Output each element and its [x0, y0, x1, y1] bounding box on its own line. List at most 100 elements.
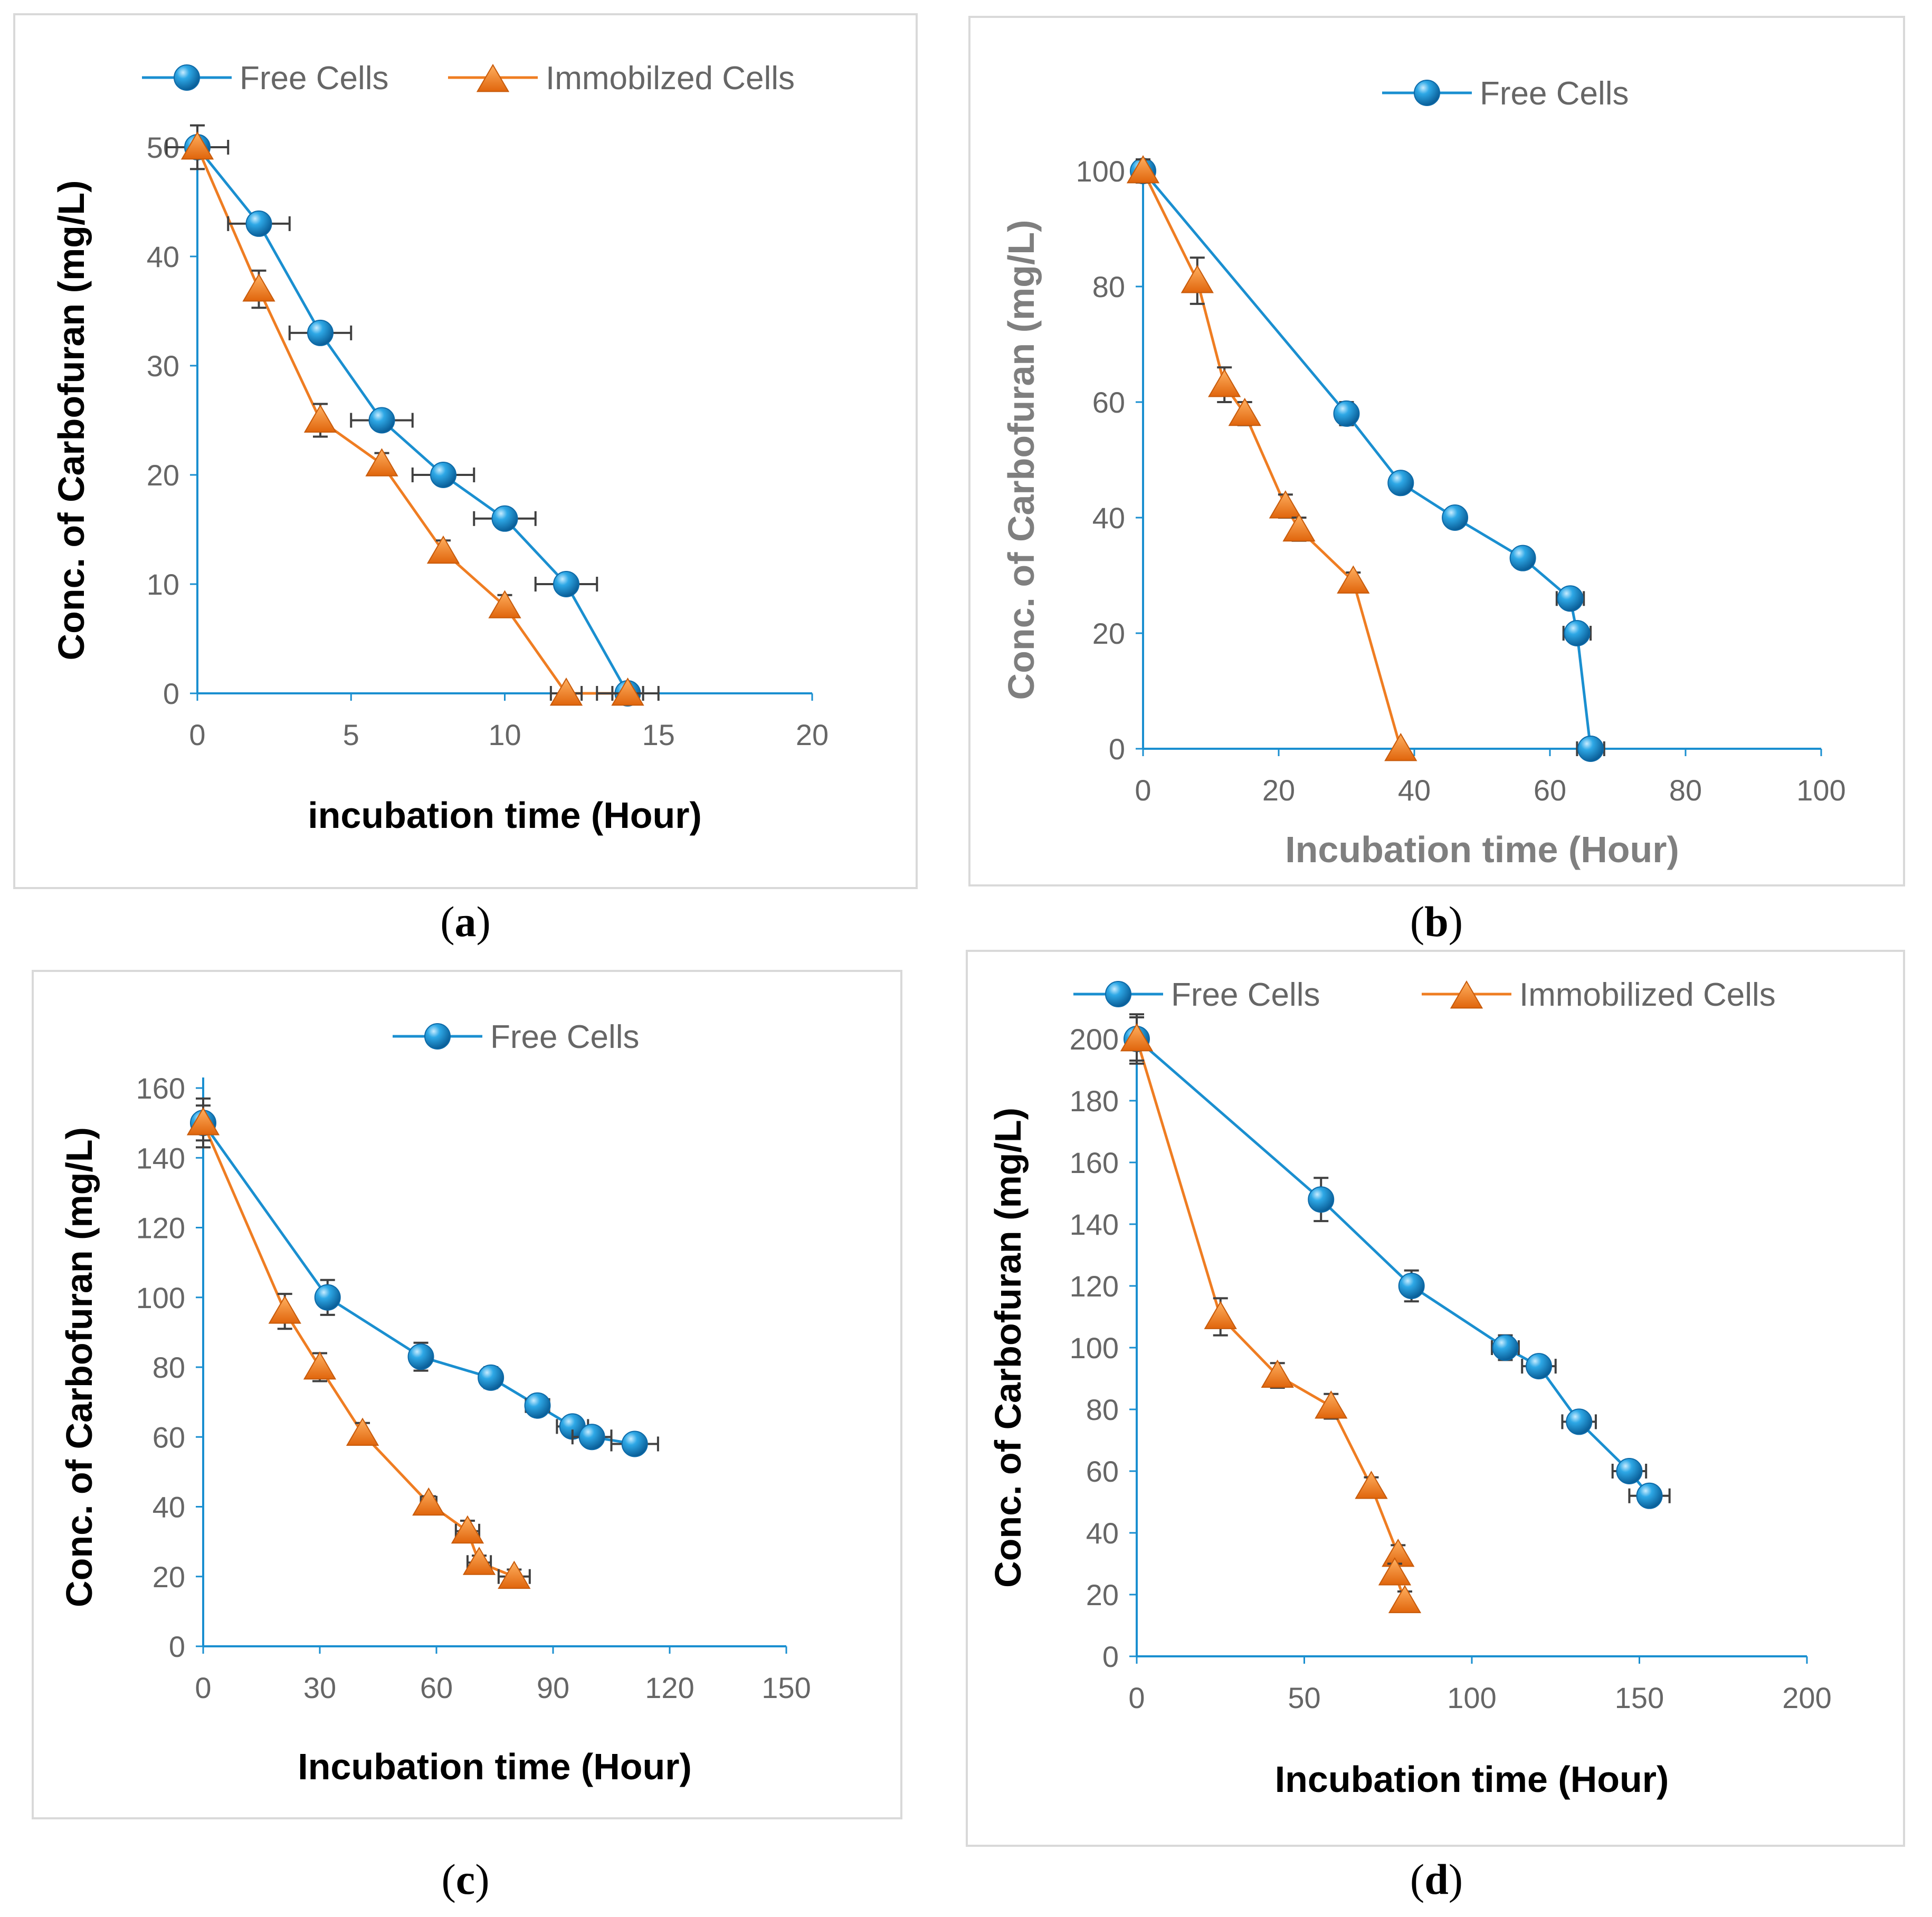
data-point-immobilized-cells	[498, 1560, 531, 1589]
x-tick-label: 200	[1782, 1681, 1831, 1714]
data-point-free-cells	[1636, 1482, 1663, 1509]
y-axis-title: Conc. of Carbofuran (mg/L)	[987, 1108, 1029, 1588]
legend-marker-free-cells	[1105, 981, 1131, 1007]
y-axis-title: Conc. of Carbofuran (mg/L)	[59, 1127, 100, 1607]
panel-c: 0 30 60 90 120 150 0 20 40 60 80 100 120 140 160 Incuba…	[32, 970, 902, 1819]
y-tick-label: 140	[1070, 1208, 1119, 1241]
data-point-immobilized-cells	[412, 1487, 445, 1516]
y-tick-label: 120	[136, 1212, 185, 1245]
caption-d: (d)	[1410, 1855, 1463, 1903]
y-tick-label: 60	[1086, 1455, 1119, 1488]
data-point-immobilized-cells	[488, 590, 521, 618]
y-tick-label: 80	[1092, 270, 1125, 303]
panel-a: 0 5 10 15 20 0 10 20 30 40 50 incubation time (Hour…	[13, 13, 918, 889]
y-tick-label: 20	[1092, 617, 1125, 650]
legend-marker-free-cells	[174, 64, 200, 91]
data-point-immobilized-cells	[268, 1295, 301, 1324]
y-tick-label: 0	[163, 677, 179, 710]
x-tick-label: 50	[1288, 1681, 1320, 1714]
data-point-immobilized-cells	[549, 678, 583, 706]
series-free-cells	[1142, 170, 1592, 749]
data-point-immobilized-cells	[1228, 397, 1261, 426]
data-point-immobilized-cells	[303, 1351, 337, 1380]
series-free-cells	[202, 1122, 635, 1445]
data-point-free-cells	[307, 319, 334, 346]
axes: 0 30 60 90 120 150 0 20 40 60 80 100 120 140 160	[136, 1072, 811, 1704]
legend-label: Immobilzed Cells	[546, 60, 795, 97]
data-point-free-cells	[1387, 470, 1414, 497]
y-tick-label: 0	[1102, 1640, 1119, 1673]
data-point-immobilized-cells	[1261, 1359, 1294, 1388]
data-point-immobilized-cells	[346, 1417, 379, 1446]
data-point-immobilized-cells	[1315, 1390, 1348, 1419]
x-tick-label: 120	[645, 1671, 694, 1704]
data-point-free-cells	[1398, 1273, 1425, 1299]
y-tick-label: 40	[1092, 501, 1125, 535]
legend-label: Free Cells	[490, 1019, 640, 1055]
data-point-immobilized-cells	[1282, 513, 1316, 542]
chart-c: 0 30 60 90 120 150 0 20 40 60 80 100 120 140 160 Incuba…	[59, 1019, 811, 1787]
data-point-free-cells	[491, 505, 518, 532]
series-line	[1142, 170, 1592, 749]
y-tick-label: 60	[153, 1420, 185, 1454]
data-point-free-cells	[1577, 736, 1604, 762]
data-point-immobilized-cells	[426, 535, 460, 564]
legend-marker-immobilized-cells	[476, 64, 510, 92]
markers-immobilized-cells	[1126, 155, 1417, 761]
data-point-immobilized-cells	[1384, 733, 1417, 761]
x-tick-label: 10	[488, 718, 521, 751]
data-point-immobilized-cells	[1181, 265, 1214, 293]
series-line	[1141, 170, 1402, 749]
data-point-immobilized-cells	[180, 131, 214, 160]
legend-label: Free Cells	[240, 60, 389, 97]
y-tick-label: 160	[136, 1072, 185, 1105]
y-tick-label: 20	[147, 459, 179, 492]
y-axis-title: Conc. of Carbofuran (mg/L)	[51, 180, 92, 661]
data-point-immobilized-cells	[242, 273, 275, 302]
series-line	[196, 146, 629, 694]
series-immobilized-cells	[1141, 170, 1402, 749]
x-tick-label: 0	[195, 1671, 211, 1704]
data-point-free-cells	[1492, 1334, 1519, 1361]
series-free-cells	[196, 146, 629, 694]
y-tick-label: 80	[153, 1351, 185, 1384]
markers-free-cells	[190, 1097, 659, 1457]
series-immobilized-cells	[196, 147, 628, 695]
data-point-immobilized-cells	[186, 1107, 220, 1136]
x-tick-label: 150	[1615, 1681, 1664, 1714]
y-tick-label: 100	[1076, 155, 1125, 188]
y-tick-label: 10	[147, 568, 179, 601]
x-tick-label: 0	[189, 718, 205, 751]
caption-a: (a)	[440, 898, 491, 946]
y-tick-label: 80	[1086, 1393, 1119, 1426]
x-tick-label: 100	[1447, 1681, 1496, 1714]
data-point-free-cells	[430, 462, 456, 488]
data-point-free-cells	[1509, 545, 1536, 571]
y-tick-label: 120	[1070, 1270, 1119, 1303]
legend-marker-free-cells	[1414, 80, 1440, 106]
markers-immobilized-cells	[180, 124, 644, 706]
legend-label: Free Cells	[1171, 977, 1320, 1013]
legend: Free Cells Immobilized Cells	[1073, 977, 1776, 1013]
x-tick-label: 150	[762, 1671, 811, 1704]
x-axis-title: Incubation time (Hour)	[1275, 1759, 1669, 1800]
y-tick-label: 40	[1086, 1517, 1119, 1550]
data-point-free-cells	[1308, 1186, 1335, 1213]
data-point-free-cells	[524, 1392, 551, 1419]
data-point-free-cells	[478, 1364, 505, 1391]
data-point-immobilized-cells	[451, 1515, 484, 1544]
data-point-immobilized-cells	[1337, 565, 1370, 594]
data-point-immobilized-cells	[1208, 369, 1241, 397]
legend-marker-immobilized-cells	[1450, 980, 1483, 1009]
x-axis-title: Incubation time (Hour)	[1285, 829, 1679, 870]
series-line	[202, 1122, 635, 1445]
data-point-free-cells	[1557, 585, 1584, 612]
panel-d: 0 50 100 150 200 0 20 40 60 80 100 120 140 160 180 200 I…	[966, 950, 1905, 1847]
y-tick-label: 180	[1070, 1084, 1119, 1118]
chart-d: 0 50 100 150 200 0 20 40 60 80 100 120 140 160 180 200 I…	[987, 977, 1832, 1800]
x-tick-label: 100	[1796, 774, 1845, 807]
data-point-free-cells	[1566, 1408, 1593, 1435]
x-tick-label: 60	[420, 1671, 453, 1704]
y-tick-label: 40	[153, 1491, 185, 1524]
